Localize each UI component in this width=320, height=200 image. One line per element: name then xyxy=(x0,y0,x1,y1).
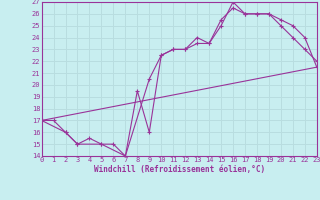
X-axis label: Windchill (Refroidissement éolien,°C): Windchill (Refroidissement éolien,°C) xyxy=(94,165,265,174)
